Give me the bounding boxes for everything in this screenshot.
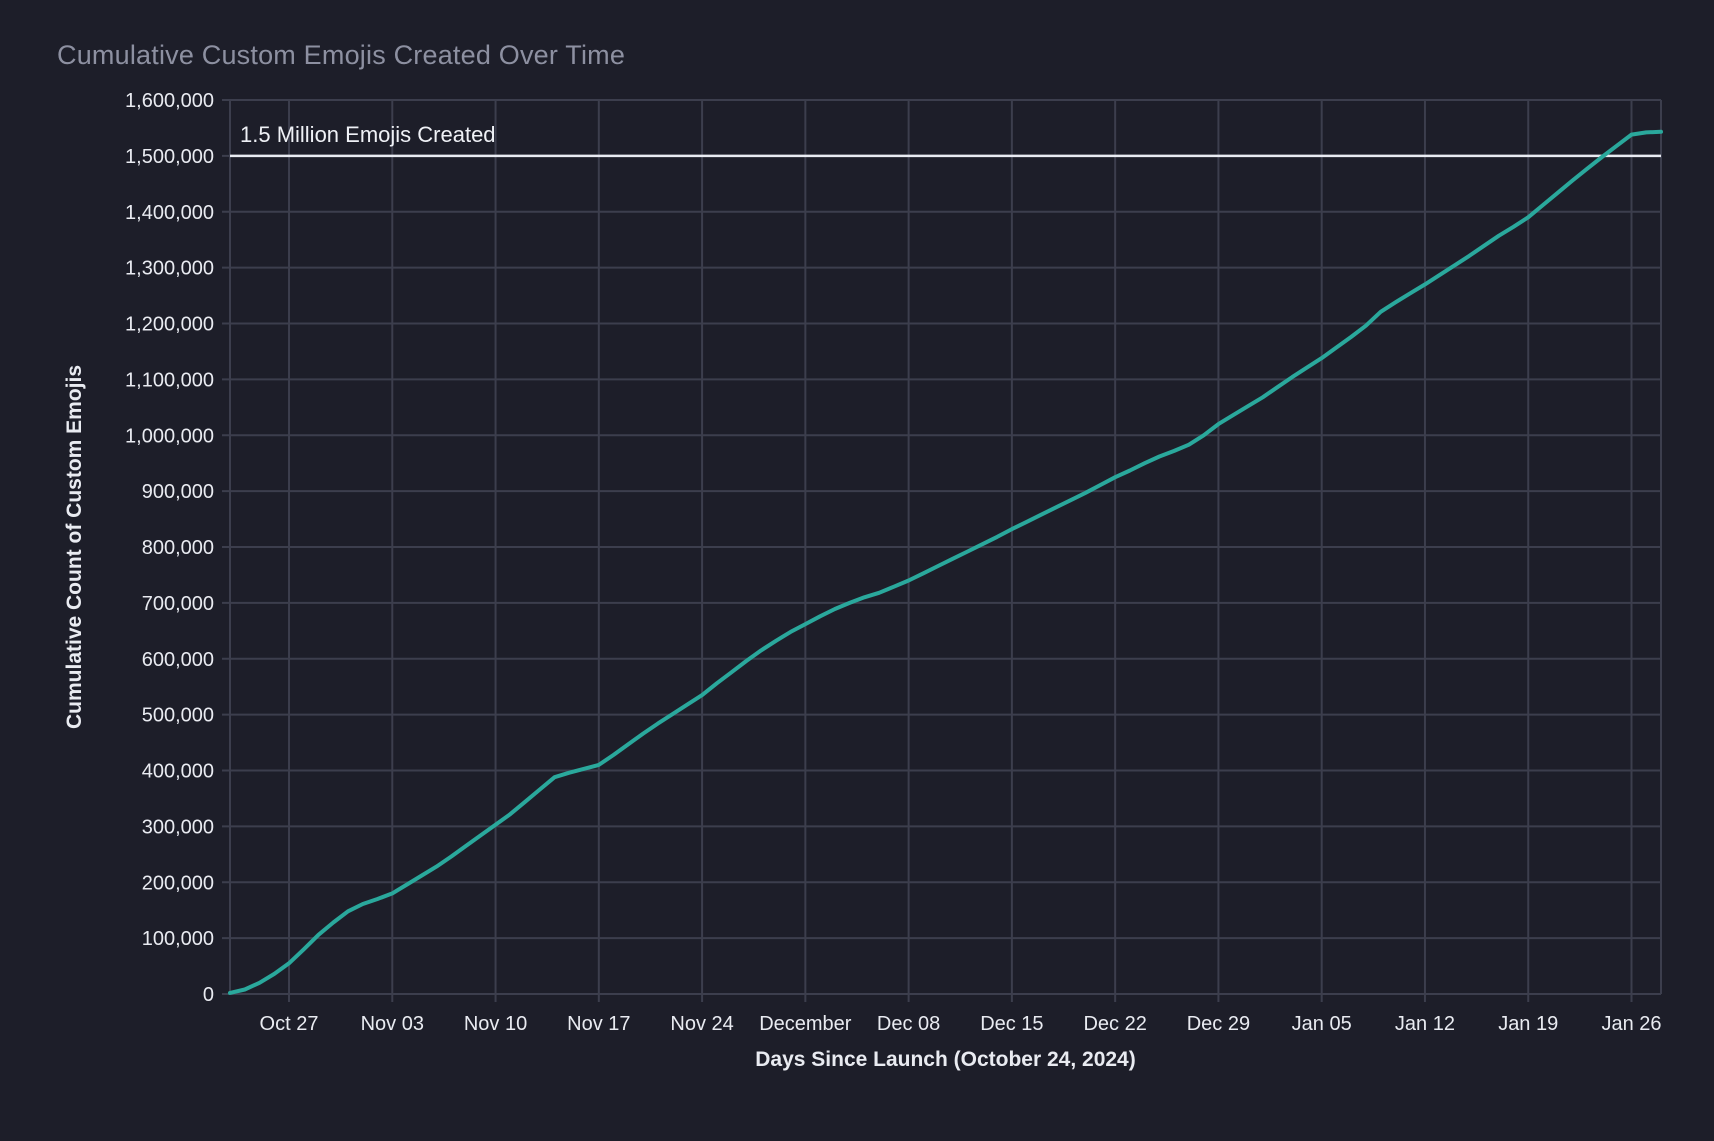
- x-tick-label: Nov 03: [361, 1013, 424, 1035]
- y-tick-label: 1,500,000: [125, 146, 214, 168]
- x-tick-label: Nov 24: [670, 1013, 733, 1035]
- y-tick-label: 800,000: [142, 537, 214, 559]
- y-tick-label: 1,100,000: [125, 369, 214, 391]
- y-axis-title: Cumulative Count of Custom Emojis: [63, 364, 86, 730]
- x-tick-label: December: [759, 1013, 852, 1035]
- x-tick-label: Dec 08: [877, 1013, 940, 1035]
- x-tick-label: Jan 26: [1601, 1013, 1661, 1035]
- y-tick-label: 1,400,000: [125, 202, 214, 224]
- x-tick-label: Dec 29: [1187, 1013, 1250, 1035]
- y-tick-label: 1,300,000: [125, 258, 214, 280]
- y-tick-label: 700,000: [142, 593, 214, 615]
- chart-title: Cumulative Custom Emojis Created Over Ti…: [57, 40, 626, 70]
- y-tick-label: 100,000: [142, 928, 214, 950]
- x-axis-title: Days Since Launch (October 24, 2024): [755, 1048, 1136, 1071]
- x-tick-label: Jan 05: [1292, 1013, 1352, 1035]
- series-line-cumulative-custom-emojis: [228, 129, 1663, 995]
- y-tick-label: 200,000: [142, 872, 214, 894]
- y-tick-label: 300,000: [142, 816, 214, 838]
- y-tick-label: 1,000,000: [125, 425, 214, 447]
- reference-line-label: 1.5 Million Emojis Created: [240, 122, 496, 147]
- y-tick-label: 900,000: [142, 481, 214, 503]
- x-tick-label: Oct 27: [260, 1013, 319, 1035]
- y-tick-label: 600,000: [142, 649, 214, 671]
- x-tick-label: Jan 19: [1498, 1013, 1558, 1035]
- y-tick-label: 1,200,000: [125, 314, 214, 336]
- x-tick-label: Dec 15: [980, 1013, 1043, 1035]
- y-tick-label: 400,000: [142, 761, 214, 783]
- x-tick-label: Dec 22: [1083, 1013, 1146, 1035]
- x-tick-label: Jan 12: [1395, 1013, 1455, 1035]
- y-tick-label: 1,600,000: [125, 90, 214, 112]
- x-tick-label: Nov 10: [464, 1013, 527, 1035]
- y-tick-label: 0: [203, 984, 214, 1006]
- y-tick-label: 500,000: [142, 705, 214, 727]
- x-tick-label: Nov 17: [567, 1013, 630, 1035]
